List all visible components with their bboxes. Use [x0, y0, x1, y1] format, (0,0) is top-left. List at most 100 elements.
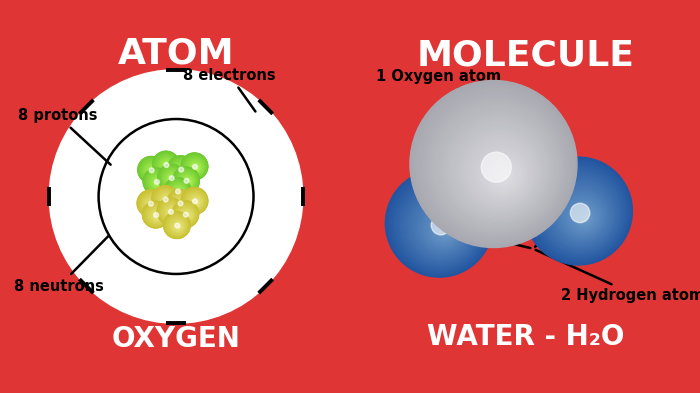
Circle shape — [178, 167, 186, 174]
Circle shape — [181, 169, 184, 173]
Circle shape — [571, 205, 596, 230]
Circle shape — [168, 191, 193, 215]
Circle shape — [154, 213, 160, 219]
Circle shape — [185, 179, 190, 185]
Circle shape — [160, 166, 183, 190]
Circle shape — [424, 209, 463, 248]
Circle shape — [184, 178, 189, 183]
Circle shape — [153, 152, 178, 177]
Circle shape — [139, 158, 163, 182]
Circle shape — [149, 208, 164, 223]
Circle shape — [150, 169, 155, 174]
Circle shape — [185, 213, 190, 218]
Circle shape — [432, 103, 560, 231]
Circle shape — [154, 179, 162, 187]
Circle shape — [176, 190, 182, 195]
Circle shape — [187, 159, 203, 175]
Circle shape — [160, 195, 172, 206]
Circle shape — [178, 172, 196, 190]
Circle shape — [190, 196, 201, 208]
Circle shape — [193, 199, 200, 206]
Circle shape — [167, 215, 188, 236]
Circle shape — [391, 174, 489, 273]
Circle shape — [194, 166, 198, 170]
Circle shape — [176, 189, 183, 196]
Circle shape — [181, 210, 192, 221]
Circle shape — [171, 193, 190, 213]
Circle shape — [144, 203, 168, 227]
Circle shape — [150, 174, 165, 190]
Circle shape — [167, 190, 193, 216]
Circle shape — [175, 164, 188, 176]
Circle shape — [420, 204, 466, 251]
Circle shape — [186, 158, 204, 176]
Circle shape — [181, 188, 208, 214]
Circle shape — [158, 156, 176, 174]
Circle shape — [183, 189, 207, 213]
Circle shape — [178, 167, 186, 174]
Circle shape — [188, 194, 203, 209]
Circle shape — [186, 192, 204, 211]
Circle shape — [172, 213, 173, 214]
Circle shape — [156, 182, 160, 185]
Circle shape — [156, 181, 160, 185]
Circle shape — [167, 200, 168, 202]
Circle shape — [172, 179, 174, 180]
Circle shape — [416, 201, 469, 253]
Circle shape — [156, 155, 176, 175]
Circle shape — [174, 204, 197, 226]
Circle shape — [177, 206, 195, 224]
Circle shape — [564, 197, 602, 235]
Circle shape — [191, 198, 200, 207]
Circle shape — [174, 168, 199, 193]
Circle shape — [162, 196, 171, 205]
Circle shape — [170, 193, 191, 214]
Circle shape — [174, 196, 188, 211]
Circle shape — [171, 184, 186, 199]
Circle shape — [150, 169, 155, 174]
Circle shape — [176, 205, 196, 225]
Circle shape — [176, 165, 188, 176]
Circle shape — [158, 164, 185, 191]
Circle shape — [188, 195, 202, 209]
Circle shape — [186, 192, 204, 211]
Circle shape — [157, 215, 158, 217]
Circle shape — [169, 176, 174, 180]
Circle shape — [173, 162, 190, 178]
Circle shape — [158, 199, 183, 224]
Circle shape — [528, 161, 629, 262]
Circle shape — [181, 209, 192, 221]
Circle shape — [425, 209, 463, 247]
Circle shape — [176, 204, 196, 225]
Circle shape — [149, 174, 165, 190]
Circle shape — [496, 168, 512, 184]
Circle shape — [148, 173, 166, 191]
Circle shape — [169, 182, 188, 201]
Circle shape — [184, 191, 205, 212]
Circle shape — [186, 158, 204, 176]
Circle shape — [161, 195, 172, 206]
Circle shape — [155, 213, 160, 219]
Circle shape — [152, 211, 162, 221]
Circle shape — [150, 203, 154, 207]
Circle shape — [162, 161, 172, 171]
Circle shape — [153, 152, 179, 178]
Circle shape — [141, 194, 160, 213]
Circle shape — [193, 200, 199, 205]
Circle shape — [165, 206, 178, 219]
Circle shape — [160, 158, 174, 173]
Circle shape — [569, 202, 598, 231]
Circle shape — [178, 173, 195, 189]
Circle shape — [169, 192, 192, 215]
Circle shape — [158, 192, 174, 208]
Circle shape — [170, 211, 174, 215]
Circle shape — [444, 229, 447, 233]
Circle shape — [162, 160, 173, 171]
Circle shape — [561, 194, 604, 237]
Circle shape — [429, 214, 459, 244]
Circle shape — [146, 199, 157, 209]
Circle shape — [180, 209, 193, 222]
Circle shape — [144, 197, 159, 211]
Circle shape — [173, 196, 189, 212]
Circle shape — [175, 223, 180, 228]
